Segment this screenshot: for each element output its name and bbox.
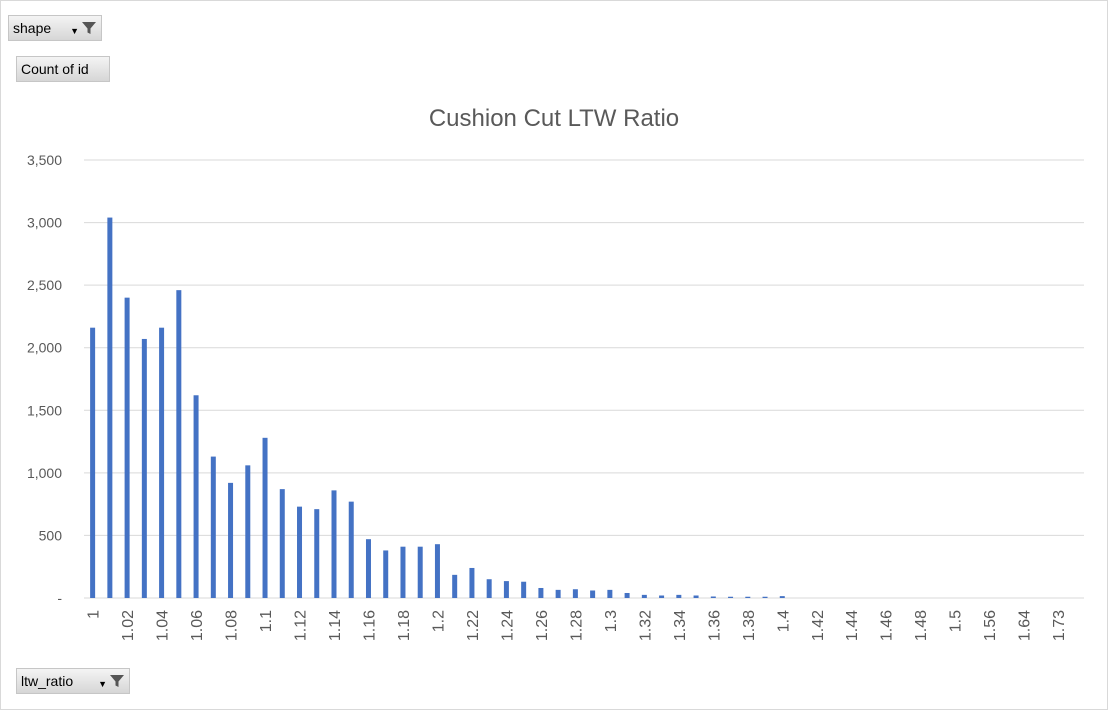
bar [262, 437, 268, 598]
x-tick-label: 1.02 [120, 610, 137, 641]
dropdown-arrow-icon: ▼ [70, 26, 79, 36]
bar [245, 465, 251, 598]
bar [641, 594, 647, 598]
x-tick-label: 1 [86, 610, 103, 619]
ltw-ratio-filter-button[interactable]: ltw_ratio ▼ [16, 668, 130, 694]
bar [176, 290, 182, 598]
bar [710, 596, 716, 598]
bar [228, 482, 234, 598]
x-tick-label: 1.06 [189, 610, 206, 641]
bar [452, 574, 458, 598]
x-tick-label: 1.34 [672, 610, 689, 641]
y-tick-label: 2,500 [27, 277, 62, 293]
bar [469, 567, 475, 598]
x-tick-label: 1.64 [1017, 610, 1034, 641]
ltw-ratio-filter-label: ltw_ratio [21, 673, 74, 689]
x-tick-label: 1.18 [396, 610, 413, 641]
bar [331, 490, 337, 598]
bar [90, 327, 96, 598]
bar [503, 581, 509, 598]
bar [107, 217, 113, 598]
x-tick-label: 1.04 [155, 610, 172, 641]
x-tick-label: 1.42 [810, 610, 827, 641]
x-tick-label: 1.32 [637, 610, 654, 641]
bar [297, 506, 303, 598]
value-field-label: Count of id [21, 61, 89, 77]
bar [745, 596, 751, 598]
y-tick-label: 1,000 [27, 465, 62, 481]
x-tick-label: 1.26 [534, 610, 551, 641]
bar [417, 546, 423, 598]
x-tick-label: 1.22 [465, 610, 482, 641]
bar [590, 590, 596, 598]
x-tick-label: 1.4 [775, 610, 792, 632]
x-tick-label: 1.08 [224, 610, 241, 641]
bar [383, 550, 389, 598]
value-field-button[interactable]: Count of id [16, 56, 110, 82]
bar [693, 595, 699, 598]
x-tick-label: 1.44 [844, 610, 861, 641]
x-tick-label: 1.12 [293, 610, 310, 641]
x-tick-label: 1.38 [741, 610, 758, 641]
x-tick-label: 1.24 [499, 610, 516, 641]
bar [159, 327, 165, 598]
y-tick-label: - [57, 590, 62, 606]
y-tick-label: 1,500 [27, 402, 62, 418]
y-tick-label: 500 [39, 527, 63, 543]
y-tick-label: 3,500 [27, 152, 62, 168]
x-tick-label: 1.36 [706, 610, 723, 641]
x-tick-label: 1.14 [327, 610, 344, 641]
x-tick-label: 1.3 [603, 610, 620, 632]
filter-funnel-icon [82, 22, 96, 34]
bar [365, 539, 371, 598]
bar [314, 509, 320, 598]
bar [124, 297, 130, 598]
bars [90, 217, 785, 598]
bar [762, 596, 768, 598]
shape-filter-button[interactable]: shape ▼ [8, 15, 102, 41]
bar [521, 581, 527, 598]
bar [728, 596, 734, 598]
x-tick-label: 1.1 [258, 610, 275, 632]
bar [555, 589, 561, 598]
bar [779, 596, 785, 598]
bar [676, 594, 682, 598]
x-tick-label: 1.73 [1051, 610, 1068, 641]
y-tick-label: 3,000 [27, 215, 62, 231]
x-tick-label: 1.5 [948, 610, 965, 632]
x-tick-label: 1.28 [568, 610, 585, 641]
x-tick-label: 1.56 [982, 610, 999, 641]
dropdown-arrow-icon: ▼ [98, 679, 107, 689]
y-axis-ticks: - 500 1,000 1,500 2,000 2,500 3,000 3,500 [27, 152, 62, 606]
bar [210, 456, 216, 598]
bar [624, 592, 630, 598]
bar [659, 595, 665, 598]
x-axis-ticks: 1 1.02 1.04 1.06 1.08 1.1 1.12 1.14 1.16 1.18 1.2 1… [86, 610, 1069, 641]
x-tick-label: 1.48 [913, 610, 930, 641]
bar [193, 395, 199, 598]
y-tick-label: 2,000 [27, 340, 62, 356]
bar [538, 587, 544, 598]
shape-filter-label: shape [13, 20, 52, 36]
x-tick-label: 1.46 [879, 610, 896, 641]
bar [607, 589, 613, 598]
x-tick-label: 1.2 [430, 610, 447, 632]
x-tick-label: 1.16 [361, 610, 378, 641]
filter-funnel-icon [110, 675, 124, 687]
bar [400, 546, 406, 598]
bar [348, 501, 354, 598]
chart-title: Cushion Cut LTW Ratio [429, 105, 679, 132]
bar [486, 579, 492, 598]
bar [279, 489, 285, 598]
gridlines [84, 159, 1084, 599]
bar [434, 544, 440, 598]
bar [141, 338, 147, 598]
bar [572, 589, 578, 598]
